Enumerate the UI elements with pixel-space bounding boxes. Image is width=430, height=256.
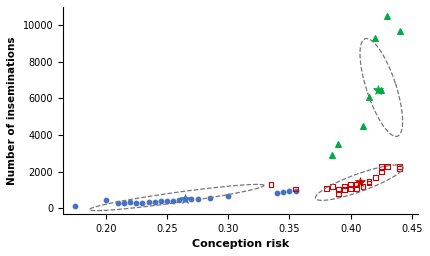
Point — [188, 197, 195, 201]
Point — [127, 200, 134, 204]
Point — [194, 197, 201, 201]
Point — [225, 194, 232, 198]
Point — [182, 197, 189, 201]
Point — [384, 165, 391, 169]
Point — [366, 94, 372, 99]
Point — [206, 196, 213, 200]
Point — [114, 201, 121, 205]
Point — [292, 189, 299, 193]
Point — [267, 183, 274, 187]
Point — [353, 182, 360, 186]
Point — [366, 179, 372, 183]
Point — [274, 191, 281, 195]
Point — [323, 186, 330, 190]
Point — [335, 191, 342, 195]
Point — [372, 36, 379, 40]
Point — [396, 166, 403, 170]
Point — [157, 199, 164, 203]
X-axis label: Conception risk: Conception risk — [192, 239, 289, 249]
Point — [366, 181, 372, 185]
Point — [347, 186, 354, 190]
Point — [353, 186, 360, 190]
Point — [145, 200, 152, 204]
Point — [359, 185, 366, 189]
Point — [341, 184, 348, 188]
Point — [396, 165, 403, 169]
Point — [378, 165, 385, 169]
Point — [176, 197, 183, 201]
Point — [384, 14, 391, 18]
Point — [335, 142, 342, 146]
Point — [163, 199, 170, 203]
Point — [280, 190, 287, 194]
Point — [102, 198, 109, 202]
Point — [133, 201, 140, 205]
Point — [378, 88, 385, 92]
Point — [121, 201, 128, 205]
Y-axis label: Number of inseminations: Number of inseminations — [7, 36, 17, 185]
Point — [329, 185, 336, 189]
Point — [72, 204, 79, 208]
Point — [151, 200, 158, 204]
Point — [378, 170, 385, 174]
Point — [139, 201, 146, 205]
Point — [359, 124, 366, 128]
Point — [372, 176, 379, 180]
Point — [292, 187, 299, 191]
Point — [347, 182, 354, 186]
Point — [341, 188, 348, 192]
Point — [335, 188, 342, 192]
Point — [170, 199, 177, 203]
Point — [329, 153, 336, 157]
Point — [286, 189, 293, 194]
Point — [396, 29, 403, 33]
